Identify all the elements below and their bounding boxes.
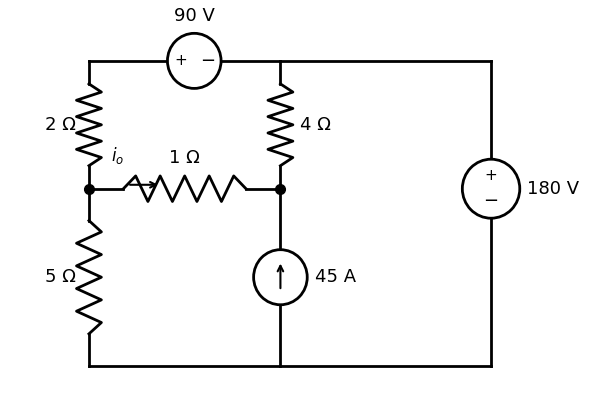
Text: +: + <box>175 53 187 68</box>
Text: 90 V: 90 V <box>174 8 215 25</box>
Text: −: − <box>200 52 215 70</box>
Text: 180 V: 180 V <box>527 180 579 198</box>
Text: 4 Ω: 4 Ω <box>300 116 330 134</box>
Text: 1 Ω: 1 Ω <box>169 149 200 167</box>
Text: 5 Ω: 5 Ω <box>45 268 76 286</box>
Text: 2 Ω: 2 Ω <box>45 116 76 134</box>
Text: +: + <box>484 168 497 183</box>
Text: 45 A: 45 A <box>315 268 356 286</box>
Ellipse shape <box>168 33 221 88</box>
Ellipse shape <box>463 159 520 218</box>
Text: −: − <box>483 193 499 211</box>
Ellipse shape <box>254 250 307 305</box>
Text: $i_o$: $i_o$ <box>111 145 124 166</box>
